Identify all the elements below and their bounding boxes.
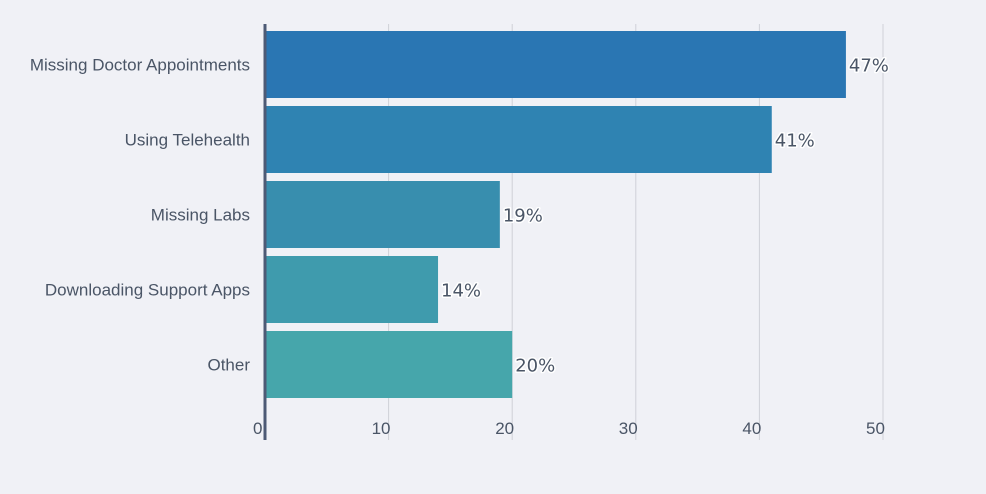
- bar-downloading-support-apps: [265, 256, 439, 323]
- category-label: Downloading Support Apps: [45, 281, 250, 300]
- data-label: 20%: [515, 356, 555, 377]
- category-label: Missing Doctor Appointments: [30, 56, 250, 75]
- x-tick-label: 50: [866, 419, 885, 438]
- data-label: 19%: [503, 206, 543, 227]
- category-label: Missing Labs: [151, 206, 250, 225]
- x-tick-label: 40: [742, 419, 761, 438]
- bars: [265, 31, 846, 398]
- bar-missing-doctor-appointments: [265, 31, 846, 98]
- x-tick-label: 0: [253, 419, 262, 438]
- category-labels: Missing Doctor Appointments Using Telehea…: [30, 56, 250, 375]
- bar-using-telehealth: [265, 106, 772, 173]
- x-tick-labels: 0 10 20 30 40 50: [253, 419, 885, 438]
- x-tick-label: 10: [372, 419, 391, 438]
- bar-missing-labs: [265, 181, 500, 248]
- bar-other: [265, 331, 513, 398]
- data-label: 47%: [849, 56, 889, 77]
- data-label: 41%: [775, 131, 815, 152]
- x-tick-label: 30: [619, 419, 638, 438]
- x-tick-label: 20: [495, 419, 514, 438]
- data-labels: 47% 41% 19% 14% 20%: [440, 54, 891, 378]
- category-label: Using Telehealth: [125, 131, 250, 150]
- data-label: 14%: [441, 281, 481, 302]
- category-label: Other: [207, 356, 250, 375]
